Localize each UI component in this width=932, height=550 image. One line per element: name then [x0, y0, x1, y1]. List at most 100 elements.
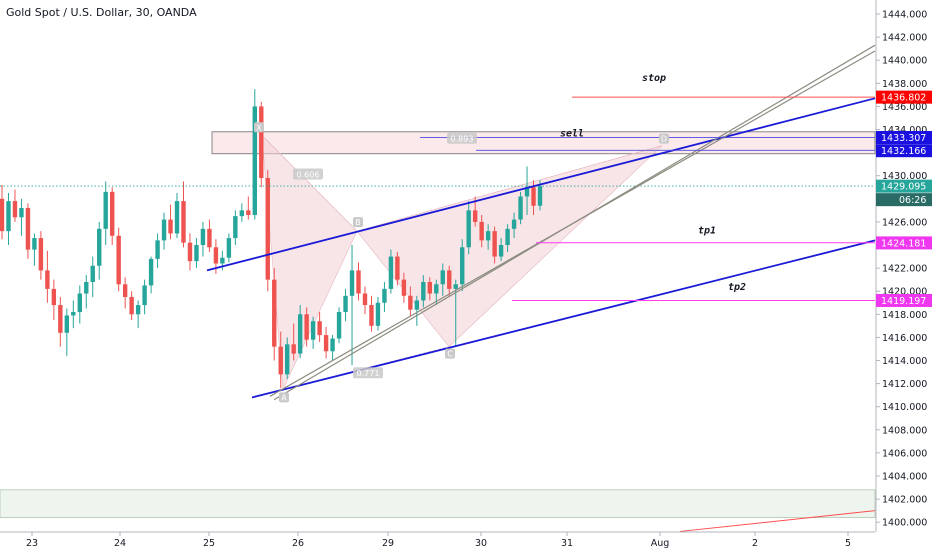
price-tick-label: 1402.000: [882, 495, 927, 506]
candle-body: [362, 293, 368, 306]
candle-body: [148, 258, 154, 286]
price-label-tp2[interactable]: [876, 293, 932, 307]
candle-body: [440, 270, 445, 285]
candle-body: [161, 219, 167, 241]
candle-body: [226, 238, 232, 258]
support-zone[interactable]: [0, 489, 876, 518]
candle-body: [401, 279, 407, 296]
candle-body: [537, 186, 543, 206]
time-tick-label: 23: [26, 538, 38, 549]
candle-body: [336, 311, 342, 339]
candle-body: [323, 335, 329, 352]
time-axis[interactable]: 23 24 25 26 29 30 31 Aug 2 5: [0, 531, 875, 549]
fib-label-bg: [293, 168, 323, 180]
candle-body: [291, 344, 296, 354]
candle-body: [434, 284, 439, 294]
candle-body: [343, 295, 348, 312]
price-label-tp1-text: 1424.181: [881, 238, 926, 249]
candle-body: [116, 235, 121, 285]
countdown-label-text: 06:26: [899, 195, 926, 206]
candle-body: [259, 106, 264, 179]
price-tick-label: 1414.000: [882, 356, 927, 367]
time-tick-label: 2: [752, 538, 758, 549]
pattern-point-badge: [254, 122, 264, 133]
candle-body: [356, 270, 361, 294]
candle-body: [375, 302, 381, 326]
candle-body: [395, 256, 400, 280]
price-label-tp1[interactable]: [876, 236, 932, 250]
price-tick-label: 1420.000: [882, 287, 927, 298]
candle-body: [382, 288, 387, 303]
candle-body: [103, 191, 108, 229]
candle-body: [447, 270, 452, 289]
candle-body: [168, 219, 173, 234]
candle-body: [181, 201, 186, 243]
candle-body: [64, 315, 70, 333]
price-tick-label: 1434.000: [882, 125, 927, 136]
candle-body: [265, 178, 270, 280]
pattern-point-B: B: [355, 218, 361, 227]
price-axis[interactable]: 1444.000 1442.000 1440.000 1438.000 1436.000…: [875, 0, 932, 550]
candle-body: [51, 288, 57, 306]
annotations-layer: stop sell tp1 tp2 X A B C D 0.606 0.771 0.893: [254, 73, 746, 403]
candle-body: [187, 242, 193, 262]
candle-body: [58, 305, 63, 333]
rising-wedge-upper-line[interactable]: [206, 97, 876, 272]
candle-body: [174, 201, 180, 234]
price-tick-label: 1416.000: [882, 333, 927, 344]
pattern-point-D: D: [661, 135, 667, 144]
time-tick-label: 24: [114, 538, 126, 549]
time-tick-label: 30: [475, 538, 487, 549]
annotation-sell: sell: [560, 128, 584, 139]
candle-body: [97, 228, 102, 266]
candle-body: [485, 231, 491, 241]
candle-body: [200, 228, 206, 245]
price-tick-label: 1412.000: [882, 379, 927, 390]
price-tick-label: 1426.000: [882, 217, 927, 228]
price-label-zone_top[interactable]: [876, 131, 932, 145]
time-tick-label: 26: [292, 538, 304, 549]
candle-body: [317, 321, 322, 336]
candle-body: [285, 344, 290, 375]
candle-body: [479, 221, 484, 241]
time-tick-label: 5: [845, 538, 851, 549]
candle-body: [421, 281, 426, 301]
price-tick-label: 1438.000: [882, 79, 927, 90]
price-tick-label: 1406.000: [882, 448, 927, 459]
chart-title: Gold Spot / U.S. Dollar, 30, OANDA: [6, 6, 197, 19]
candle-body: [505, 228, 510, 245]
current-price-label-text: 1429.095: [881, 182, 926, 193]
price-tick-label: 1418.000: [882, 310, 927, 321]
channel-line-b[interactable]: [273, 44, 876, 401]
candle-body: [414, 300, 420, 310]
candles-layer: [0, 89, 543, 389]
candle-body: [408, 295, 413, 310]
candle-body: [38, 238, 44, 271]
candle-body: [135, 305, 141, 315]
current-price-label[interactable]: [876, 179, 932, 193]
pattern-point-badge: [353, 217, 363, 228]
fib-label-bg: [447, 132, 477, 144]
candle-body: [518, 196, 523, 220]
lower-red-trendline[interactable]: [679, 510, 876, 532]
pattern-point-badge: [659, 133, 669, 144]
candle-body: [239, 210, 245, 217]
pattern-point-A: A: [281, 393, 287, 402]
price-label-stop-text: 1436.802: [881, 93, 926, 104]
candle-body: [524, 187, 530, 197]
candle-body: [122, 284, 128, 297]
pattern-xbd-dashed: [261, 135, 663, 232]
pattern-bcd: [356, 145, 663, 348]
candle-body: [155, 240, 160, 259]
price-label-sell[interactable]: [876, 144, 932, 158]
price-label-stop[interactable]: [876, 90, 932, 104]
price-tick-label: 1444.000: [882, 10, 927, 21]
fib-label-bg: [353, 367, 383, 379]
candle-body: [19, 208, 24, 218]
candle-body: [498, 245, 504, 257]
candle-body: [310, 321, 316, 340]
price-label-tp2-text: 1419.197: [881, 296, 926, 307]
price-tick-label: 1440.000: [882, 56, 927, 67]
candle-body: [466, 210, 471, 248]
